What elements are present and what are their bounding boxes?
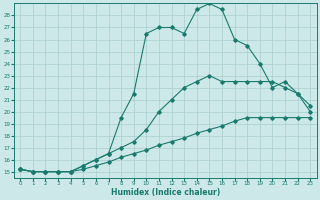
X-axis label: Humidex (Indice chaleur): Humidex (Indice chaleur) <box>111 188 220 197</box>
